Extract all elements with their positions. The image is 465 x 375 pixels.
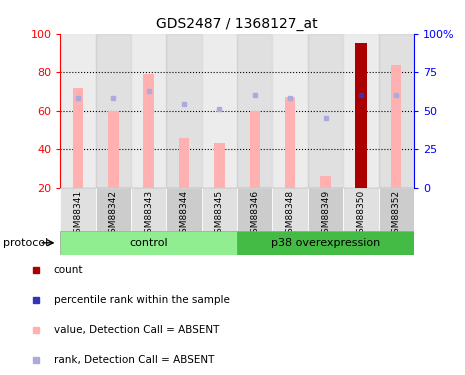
Bar: [272, 188, 308, 231]
Text: GSM88343: GSM88343: [144, 190, 153, 239]
Text: rank, Detection Call = ABSENT: rank, Detection Call = ABSENT: [53, 355, 214, 365]
Title: GDS2487 / 1368127_at: GDS2487 / 1368127_at: [156, 17, 318, 32]
Bar: [237, 188, 272, 231]
Bar: [391, 64, 401, 188]
Text: GSM88342: GSM88342: [109, 190, 118, 238]
Bar: [179, 138, 189, 188]
Text: value, Detection Call = ABSENT: value, Detection Call = ABSENT: [53, 325, 219, 335]
Bar: [60, 34, 96, 188]
Bar: [108, 111, 119, 188]
Bar: [355, 44, 367, 188]
Text: GSM88350: GSM88350: [356, 190, 365, 239]
Text: count: count: [53, 265, 83, 275]
Bar: [202, 188, 237, 231]
Text: control: control: [129, 238, 168, 248]
Bar: [285, 97, 295, 188]
Bar: [131, 188, 166, 231]
Text: p38 overexpression: p38 overexpression: [271, 238, 380, 248]
Bar: [343, 188, 379, 231]
Text: GSM88344: GSM88344: [179, 190, 189, 238]
Bar: [202, 34, 237, 188]
Bar: [96, 34, 131, 188]
Text: GSM88346: GSM88346: [250, 190, 259, 239]
Bar: [237, 34, 272, 188]
Bar: [166, 188, 202, 231]
Bar: [308, 34, 343, 188]
Text: percentile rank within the sample: percentile rank within the sample: [53, 295, 229, 305]
Bar: [214, 143, 225, 188]
Bar: [166, 34, 202, 188]
Bar: [144, 74, 154, 188]
Bar: [343, 34, 379, 188]
Bar: [73, 88, 83, 188]
Bar: [250, 111, 260, 188]
Bar: [96, 188, 131, 231]
Bar: [308, 188, 343, 231]
Bar: [272, 34, 308, 188]
Bar: [131, 34, 166, 188]
Bar: [320, 176, 331, 188]
Text: GSM88348: GSM88348: [286, 190, 295, 239]
Text: GSM88352: GSM88352: [392, 190, 401, 239]
Bar: [60, 188, 96, 231]
Text: GSM88349: GSM88349: [321, 190, 330, 239]
Bar: [237, 231, 414, 255]
Bar: [379, 188, 414, 231]
Text: GSM88341: GSM88341: [73, 190, 83, 239]
Text: GSM88345: GSM88345: [215, 190, 224, 239]
Bar: [60, 231, 237, 255]
Text: protocol: protocol: [3, 238, 48, 248]
Bar: [379, 34, 414, 188]
